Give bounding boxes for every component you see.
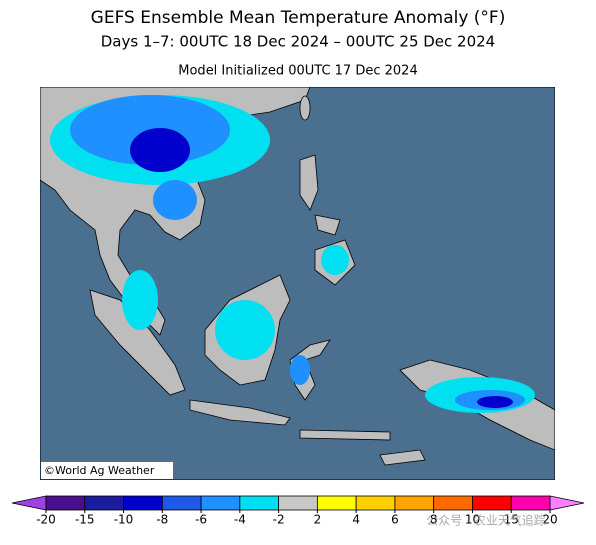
color-bin	[45, 495, 86, 511]
tick-label: 20	[542, 513, 557, 527]
tick-label: -20	[36, 513, 56, 527]
color-bin	[200, 495, 241, 511]
title: GEFS Ensemble Mean Temperature Anomaly (…	[91, 8, 506, 28]
colorbar: -20 -15 -10 -8 -6 -4 -2 2 4 6 8 10 15 20	[11, 495, 585, 527]
color-bin	[355, 495, 396, 511]
subtitle: Days 1–7: 00UTC 18 Dec 2024 – 00UTC 25 D…	[101, 33, 495, 51]
tick-label: -10	[114, 513, 134, 527]
color-bin	[394, 495, 435, 511]
color-bin	[123, 495, 163, 511]
color-bin	[433, 495, 473, 511]
tick-label: 4	[352, 513, 360, 527]
color-bin	[161, 495, 202, 511]
color-bin	[84, 495, 124, 511]
tick-label: 6	[391, 513, 399, 527]
color-bin	[278, 495, 318, 511]
under-arrow	[11, 495, 47, 511]
init-time: Model Initialized 00UTC 17 Dec 2024	[178, 64, 417, 79]
anomaly-shading	[50, 95, 535, 413]
tick-label: -8	[156, 513, 168, 527]
tick-label: -4	[234, 513, 246, 527]
credit: ©World Ag Weather	[44, 464, 155, 477]
color-bin	[510, 495, 551, 511]
tick-label: 10	[465, 513, 480, 527]
map: ©World Ag Weather	[40, 87, 555, 480]
color-bin	[472, 495, 512, 511]
color-bin	[239, 495, 280, 511]
tick-label: 15	[504, 513, 519, 527]
tick-label: 8	[430, 513, 438, 527]
over-arrow	[549, 495, 585, 511]
tick-label: -6	[195, 513, 207, 527]
tick-label: 2	[314, 513, 322, 527]
tick-label: -2	[273, 513, 285, 527]
watermark: 公众号 · 农业天气追踪	[426, 513, 545, 528]
color-bin	[316, 495, 357, 511]
tick-label: -15	[75, 513, 95, 527]
